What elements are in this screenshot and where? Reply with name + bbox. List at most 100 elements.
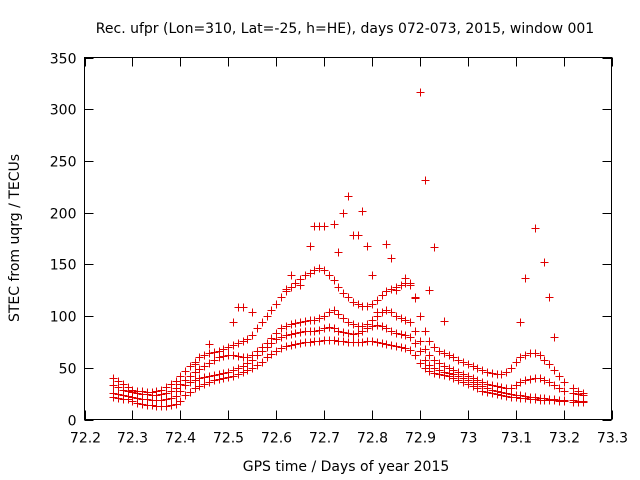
data-point — [483, 380, 492, 389]
x-tick-label: 73 — [460, 431, 478, 447]
data-point — [507, 364, 516, 373]
data-point — [243, 366, 252, 375]
data-point — [516, 318, 525, 327]
x-tick-label: 73.2 — [549, 431, 580, 447]
x-axis: 72.2 72.3 72.4 72.5 72.6 72.7 72.8 72.9 73 73.1 73… — [70, 57, 628, 447]
data-point — [157, 386, 166, 395]
data-point — [358, 322, 367, 331]
data-point — [339, 328, 348, 337]
data-point — [421, 356, 430, 365]
data-point — [373, 338, 382, 347]
data-point — [435, 359, 444, 368]
data-point — [210, 371, 219, 380]
data-point — [109, 381, 118, 390]
data-point — [267, 334, 276, 343]
data-point — [330, 336, 339, 345]
data-point — [521, 392, 530, 401]
data-point — [152, 387, 161, 396]
data-point — [128, 386, 137, 395]
data-point — [411, 294, 420, 303]
y-tick-label: 50 — [59, 362, 77, 378]
data-point — [392, 342, 401, 351]
data-point — [296, 339, 305, 348]
data-point — [560, 396, 569, 405]
data-point — [574, 387, 583, 396]
data-point — [210, 348, 219, 357]
data-point — [248, 351, 257, 360]
data-point — [373, 321, 382, 330]
data-point — [387, 254, 396, 263]
data-point — [186, 362, 195, 371]
data-point — [253, 324, 262, 333]
data-point — [248, 308, 257, 317]
data-point — [287, 330, 296, 339]
y-tick-label: 150 — [50, 258, 77, 274]
data-point — [301, 271, 310, 280]
data-point — [349, 330, 358, 339]
data-point — [219, 352, 228, 361]
data-point — [469, 374, 478, 383]
data-point — [378, 291, 387, 300]
data-point — [176, 397, 185, 406]
data-point — [195, 353, 204, 362]
data-point — [416, 359, 425, 368]
data-point — [224, 368, 233, 377]
data-point — [195, 382, 204, 391]
data-point — [148, 388, 157, 397]
data-point — [205, 349, 214, 358]
data-point — [401, 274, 410, 283]
data-point — [325, 308, 334, 317]
data-point — [205, 372, 214, 381]
data-point — [531, 349, 540, 358]
y-tick-label: 100 — [50, 310, 77, 326]
data-point — [411, 327, 420, 336]
data-point — [464, 372, 473, 381]
data-point — [291, 340, 300, 349]
data-point — [334, 327, 343, 336]
data-point — [401, 331, 410, 340]
data-point — [435, 347, 444, 356]
data-point — [339, 289, 348, 298]
data-point — [411, 351, 420, 360]
data-point — [315, 337, 324, 346]
data-point — [191, 384, 200, 393]
data-point — [277, 333, 286, 342]
data-point — [531, 224, 540, 233]
data-point — [109, 374, 118, 383]
data-point — [200, 380, 209, 389]
data-point — [378, 322, 387, 331]
data-point — [425, 361, 434, 370]
data-point — [363, 302, 372, 311]
data-point — [210, 356, 219, 365]
data-point — [287, 271, 296, 280]
data-point — [550, 366, 559, 375]
data-point — [172, 384, 181, 393]
data-point — [162, 383, 171, 392]
data-point — [416, 88, 425, 97]
data-point — [382, 306, 391, 315]
data-point — [473, 364, 482, 373]
data-point — [421, 345, 430, 354]
data-point — [277, 293, 286, 302]
data-point — [109, 389, 118, 398]
y-tick-label: 250 — [50, 155, 77, 171]
data-point — [315, 326, 324, 335]
data-point — [215, 370, 224, 379]
data-point — [368, 316, 377, 325]
x-tick-label: 72.9 — [405, 431, 436, 447]
data-point — [373, 308, 382, 317]
x-tick-label: 73.1 — [501, 431, 532, 447]
data-point — [219, 369, 228, 378]
x-tick-label: 72.5 — [213, 431, 244, 447]
plot-frame — [84, 57, 612, 420]
data-point — [397, 314, 406, 323]
data-point — [263, 339, 272, 348]
data-point — [425, 286, 434, 295]
data-point — [392, 312, 401, 321]
data-point — [382, 240, 391, 249]
data-point — [325, 271, 334, 280]
data-point — [239, 337, 248, 346]
x-tick-label: 72.4 — [165, 431, 196, 447]
data-point — [368, 300, 377, 309]
data-point — [382, 324, 391, 333]
